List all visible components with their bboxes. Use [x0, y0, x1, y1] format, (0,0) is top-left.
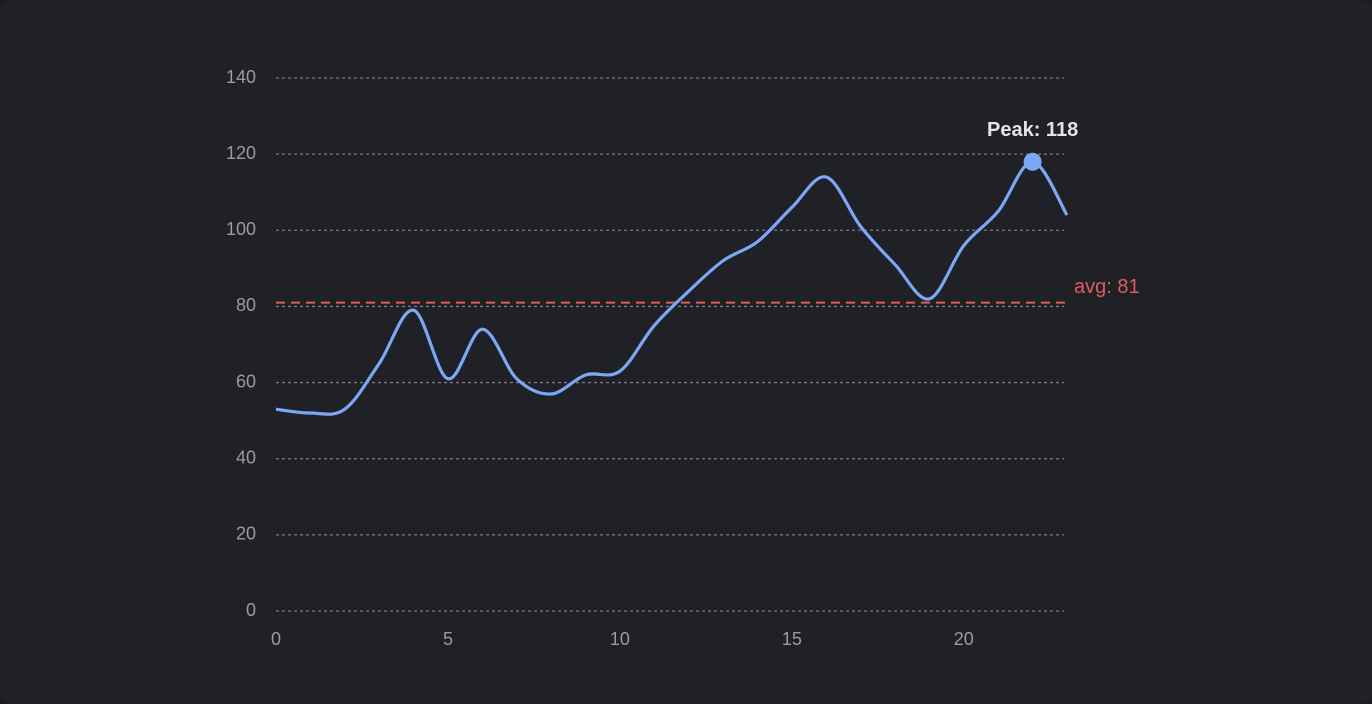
- y-tick-label: 60: [236, 371, 256, 391]
- y-tick-label: 100: [226, 219, 256, 239]
- y-tick-label: 40: [236, 447, 256, 467]
- x-tick-label: 0: [271, 629, 281, 649]
- average-label: avg: 81: [1074, 276, 1140, 298]
- x-tick-label: 20: [954, 629, 974, 649]
- data-line: [275, 160, 1069, 416]
- y-tick-label: 20: [236, 524, 256, 544]
- peak-label: Peak: 118: [987, 119, 1078, 141]
- x-tick-label: 5: [443, 629, 453, 649]
- y-tick-label: 140: [226, 67, 256, 87]
- x-tick-label: 15: [782, 629, 802, 649]
- y-tick-label: 80: [236, 295, 256, 315]
- y-tick-label: 0: [246, 600, 256, 620]
- y-tick-label: 120: [226, 143, 256, 163]
- x-tick-label: 10: [610, 629, 630, 649]
- peak-marker: [1023, 152, 1042, 171]
